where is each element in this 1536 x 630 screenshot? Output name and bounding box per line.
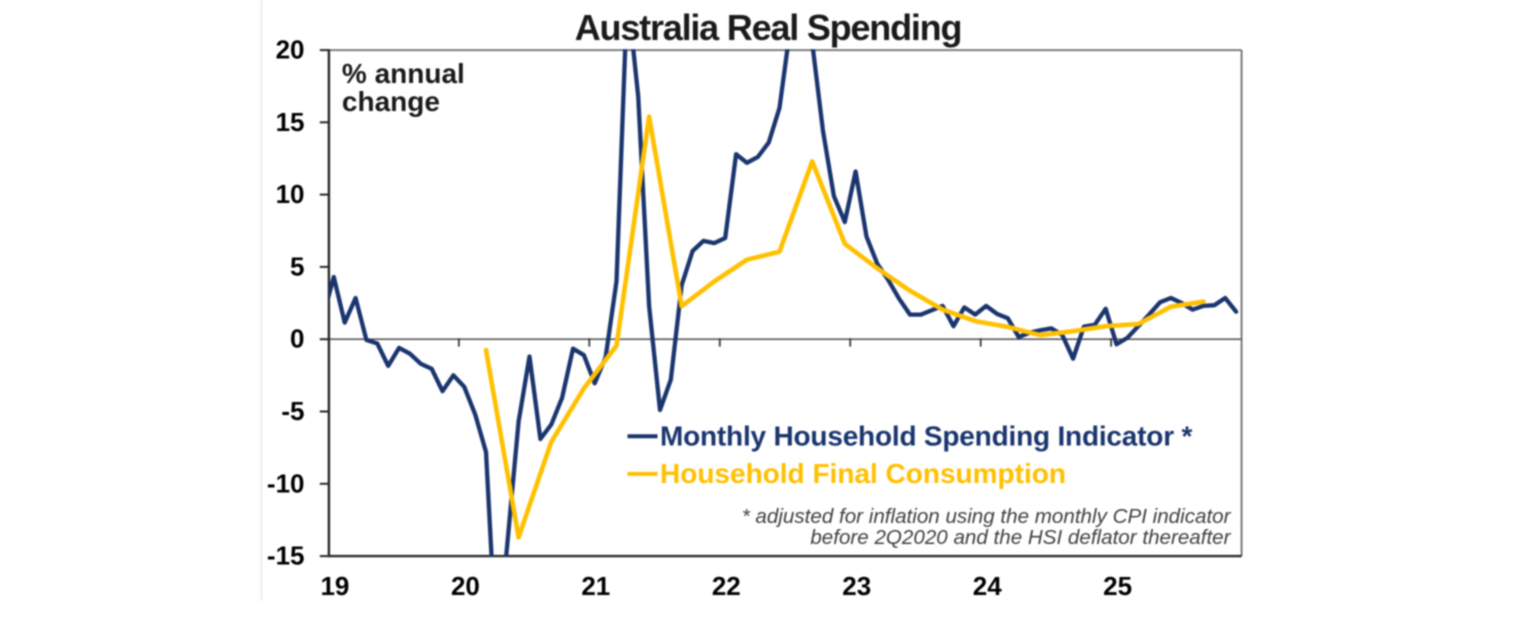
svg-text:10: 10 [276, 179, 305, 209]
svg-text:24: 24 [973, 571, 1002, 601]
svg-text:% annual: % annual [342, 58, 465, 89]
svg-text:20: 20 [276, 35, 305, 65]
svg-text:Household Final Consumption: Household Final Consumption [660, 458, 1066, 489]
svg-text:25: 25 [1103, 571, 1132, 601]
svg-text:-10: -10 [267, 468, 305, 498]
svg-text:Australia Real Spending: Australia Real Spending [575, 7, 962, 48]
svg-text:-5: -5 [281, 396, 304, 426]
svg-text:change: change [342, 86, 440, 117]
svg-text:before 2Q2020 and the HSI defl: before 2Q2020 and the HSI deflator there… [810, 526, 1231, 549]
svg-text:20: 20 [451, 571, 480, 601]
svg-text:21: 21 [581, 571, 610, 601]
svg-text:23: 23 [842, 571, 871, 601]
svg-text:19: 19 [320, 571, 349, 601]
svg-text:* adjusted for inflation using: * adjusted for inflation using the month… [742, 505, 1232, 528]
svg-text:22: 22 [712, 571, 741, 601]
svg-text:-15: -15 [267, 541, 305, 571]
svg-text:Monthly Household Spending Ind: Monthly Household Spending Indicator * [660, 421, 1192, 452]
svg-text:15: 15 [276, 107, 305, 137]
svg-text:5: 5 [290, 251, 304, 281]
svg-text:0: 0 [290, 324, 304, 354]
